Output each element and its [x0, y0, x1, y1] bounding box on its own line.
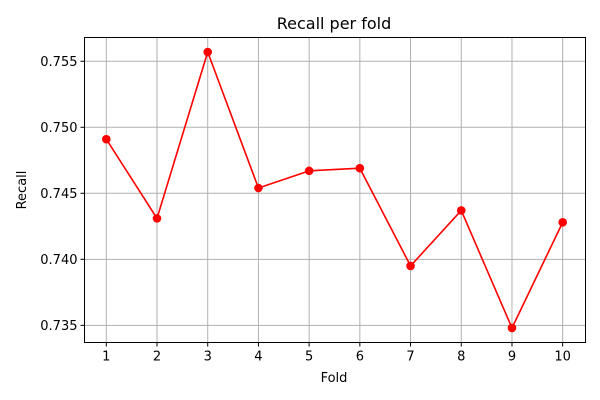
x-tick-label: 1	[102, 350, 110, 365]
data-point	[203, 47, 213, 57]
y-tick-label: 0.750	[40, 121, 77, 136]
grid-layer	[84, 37, 586, 343]
y-axis-label: Recall	[15, 171, 30, 210]
x-tick-label: 9	[508, 350, 516, 365]
x-tick-label: 8	[457, 350, 465, 365]
ticks-layer: 1 2 3 4 5 6 7 8 9 10 0.735 0.740 0.745 0.750 0.755	[40, 55, 571, 365]
plot-frame	[84, 37, 586, 343]
x-tick-label: 4	[254, 350, 262, 365]
data-point	[254, 183, 263, 193]
series-layer	[102, 47, 567, 333]
data-point	[406, 261, 415, 271]
x-tick-label: 3	[204, 350, 212, 365]
data-point	[102, 134, 111, 144]
data-point	[507, 323, 517, 333]
x-tick-label: 2	[153, 350, 161, 365]
data-point	[355, 163, 365, 173]
series-line	[105, 51, 564, 329]
x-tick-label: 7	[406, 350, 414, 365]
y-tick-label: 0.745	[40, 187, 77, 202]
data-point	[152, 214, 162, 223]
x-tick-label: 6	[356, 350, 364, 365]
y-tick-label: 0.755	[40, 55, 77, 70]
data-point	[558, 218, 567, 227]
data-point	[456, 206, 466, 215]
x-tick-label: 5	[305, 350, 313, 365]
y-tick-label: 0.740	[40, 253, 77, 268]
x-axis-label: Fold	[321, 371, 348, 386]
data-point	[304, 166, 314, 176]
y-tick-label: 0.735	[40, 319, 77, 334]
chart-title: Recall per fold	[277, 14, 392, 33]
x-tick-label: 10	[554, 350, 571, 365]
